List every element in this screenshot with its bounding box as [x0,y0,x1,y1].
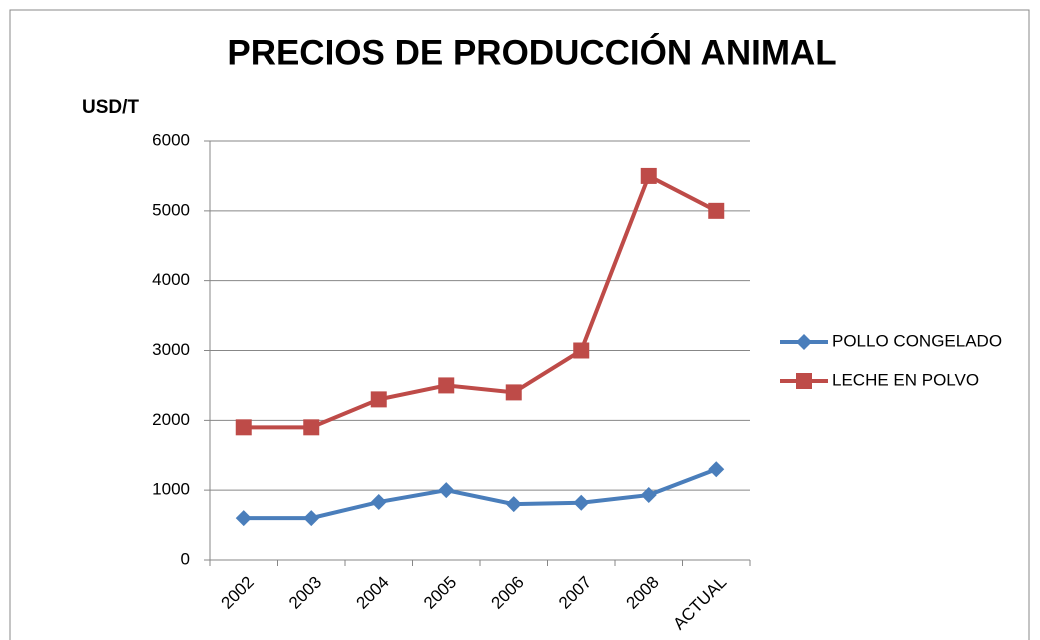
y-tick-label: 0 [181,549,190,568]
y-tick-label: 2000 [152,410,190,429]
series-line [243,173,718,430]
y-axis-label: USD/T [82,97,139,118]
data-point [303,419,320,436]
x-tick-label: 2006 [488,573,528,613]
x-tick-label: ACTUAL [669,573,730,634]
data-point [370,494,387,511]
legend-label: POLLO CONGELADO [832,331,1002,350]
data-point [573,342,590,359]
data-point [235,510,252,527]
y-tick-label: 1000 [152,480,190,499]
data-point [640,167,657,184]
x-tick-label: 2007 [555,573,595,613]
data-point [640,487,657,504]
data-point [438,377,455,394]
y-tick-label: 4000 [152,270,190,289]
data-point [573,494,590,511]
series-line [243,467,717,521]
legend-marker [796,373,812,389]
legend-label: LECHE EN POLVO [832,370,979,389]
data-point [370,391,387,408]
x-tick-label: 2008 [623,573,663,613]
data-point [303,510,320,527]
x-tick-label: 2005 [420,573,460,613]
y-tick-label: 6000 [152,130,190,149]
data-point [438,482,455,499]
data-point [708,461,725,478]
data-point [505,384,522,401]
y-tick-label: 5000 [152,200,190,219]
x-tick-label: 2002 [218,573,258,613]
chart-border [9,9,1030,640]
data-point [235,419,252,436]
y-tick-label: 3000 [152,340,190,359]
chart-title: PRECIOS DE PRODUCCIÓN ANIMAL [227,32,836,72]
x-tick-label: 2004 [353,573,393,613]
x-tick-label: 2003 [285,573,325,613]
data-point [708,202,725,219]
data-point [505,496,522,513]
legend-marker [796,334,812,350]
